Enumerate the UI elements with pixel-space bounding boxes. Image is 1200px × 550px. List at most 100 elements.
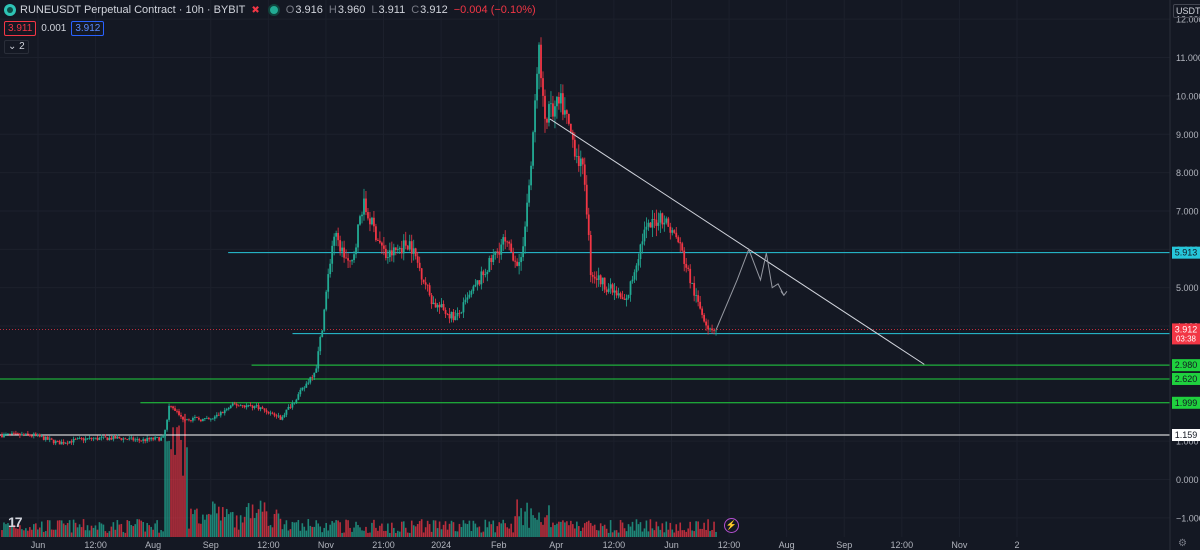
candle-body <box>291 402 294 408</box>
candle-body <box>677 237 680 243</box>
volume-bar <box>548 505 550 537</box>
volume-bar <box>140 520 143 537</box>
candle-body <box>689 268 692 284</box>
close-icon[interactable]: ✖ <box>251 4 260 16</box>
candle-body <box>36 434 39 436</box>
volume-bar <box>643 528 646 537</box>
sell-button[interactable]: 3.911 <box>4 21 37 36</box>
volume-bar <box>564 522 566 537</box>
x-tick-label: 12:00 <box>257 540 280 550</box>
candle-body <box>128 438 131 440</box>
indicator-toggle[interactable]: ⌄ 2 <box>4 40 29 54</box>
buy-button[interactable]: 3.912 <box>71 21 105 36</box>
lightning-icon[interactable]: ⚡ <box>724 518 739 533</box>
y-tick-label: 1.000 <box>1176 437 1199 447</box>
candle-body <box>126 439 129 441</box>
candle-body <box>484 274 487 276</box>
candle-body <box>110 437 113 440</box>
volume-bar <box>200 523 202 537</box>
candle-body <box>669 226 672 233</box>
indicator-count: 2 <box>19 41 25 52</box>
candle-body <box>299 389 302 395</box>
volume-bar <box>691 530 693 537</box>
volume-bar <box>219 520 222 537</box>
level-badge <box>1172 429 1200 442</box>
volume-bar <box>70 532 73 537</box>
volume-bar <box>104 531 107 537</box>
candle-body <box>571 131 574 140</box>
candle-body <box>1 434 3 438</box>
currency-label[interactable]: USDT <box>1173 4 1200 18</box>
candle-body <box>331 245 334 264</box>
candle-body <box>693 283 696 296</box>
volume-bar <box>570 520 572 537</box>
candle-body <box>651 218 654 228</box>
candle-body <box>398 248 401 250</box>
volume-bar <box>227 514 230 537</box>
candle-body <box>466 297 469 300</box>
candle-body <box>88 437 91 439</box>
volume-bar <box>713 521 715 537</box>
candle-body <box>536 73 538 101</box>
candle-body <box>235 404 238 406</box>
x-tick-label: 12:00 <box>84 540 107 550</box>
low-value: 3.911 <box>378 4 406 16</box>
volume-bar <box>412 525 415 537</box>
volume-bar <box>1 530 3 537</box>
candle-body <box>80 437 83 439</box>
symbol-title[interactable]: RUNEUSDT Perpetual Contract · 10h · BYBI… <box>20 4 246 16</box>
candle-body <box>661 213 664 225</box>
volume-bar <box>410 520 413 537</box>
candle-body <box>369 218 371 225</box>
volume-bar <box>369 532 371 537</box>
candle-body <box>18 433 21 436</box>
candle-body <box>319 336 322 352</box>
candle-body <box>124 438 127 440</box>
candle-body <box>579 158 582 167</box>
candle-body <box>227 408 230 410</box>
candle-body <box>90 437 93 440</box>
candle-body <box>321 330 324 337</box>
candle-body <box>510 243 513 252</box>
candle-body <box>192 417 194 421</box>
volume-bar <box>245 507 248 537</box>
candle-body <box>24 433 27 435</box>
volume-bar <box>345 519 347 537</box>
tradingview-logo-icon[interactable]: 17 <box>8 514 23 530</box>
volume-bar <box>68 520 71 537</box>
volume-bar <box>414 526 417 537</box>
volume-bar <box>339 522 341 537</box>
candle-body <box>410 241 413 254</box>
candle-body <box>237 405 240 407</box>
candle-body <box>11 433 13 435</box>
volume-bar <box>120 523 123 537</box>
volume-bar <box>526 502 528 537</box>
volume-bar <box>150 526 152 537</box>
volume-bar <box>299 530 302 537</box>
volume-bar <box>562 520 564 537</box>
candle-body <box>426 284 429 286</box>
gear-icon[interactable]: ⚙ <box>1178 538 1187 549</box>
candle-body <box>705 321 707 326</box>
volume-bar <box>267 525 270 537</box>
volume-bar <box>192 514 194 537</box>
candle-body <box>7 433 9 435</box>
candle-body <box>709 328 711 330</box>
candle-body <box>28 434 31 436</box>
volume-bar <box>647 531 650 537</box>
candle-body <box>307 382 310 384</box>
candle-body <box>275 415 278 417</box>
low-label: L <box>371 4 378 16</box>
candle-body <box>542 78 544 96</box>
volume-bar <box>180 439 182 537</box>
x-tick-label: Sep <box>836 540 852 550</box>
volume-bar <box>379 525 381 537</box>
candle-body <box>375 226 377 241</box>
volume-bar <box>389 532 391 537</box>
candle-body <box>492 254 495 263</box>
candle-body <box>265 410 268 412</box>
candle-body <box>382 245 385 249</box>
volume-bar <box>146 523 148 537</box>
volume-bar <box>516 499 518 537</box>
